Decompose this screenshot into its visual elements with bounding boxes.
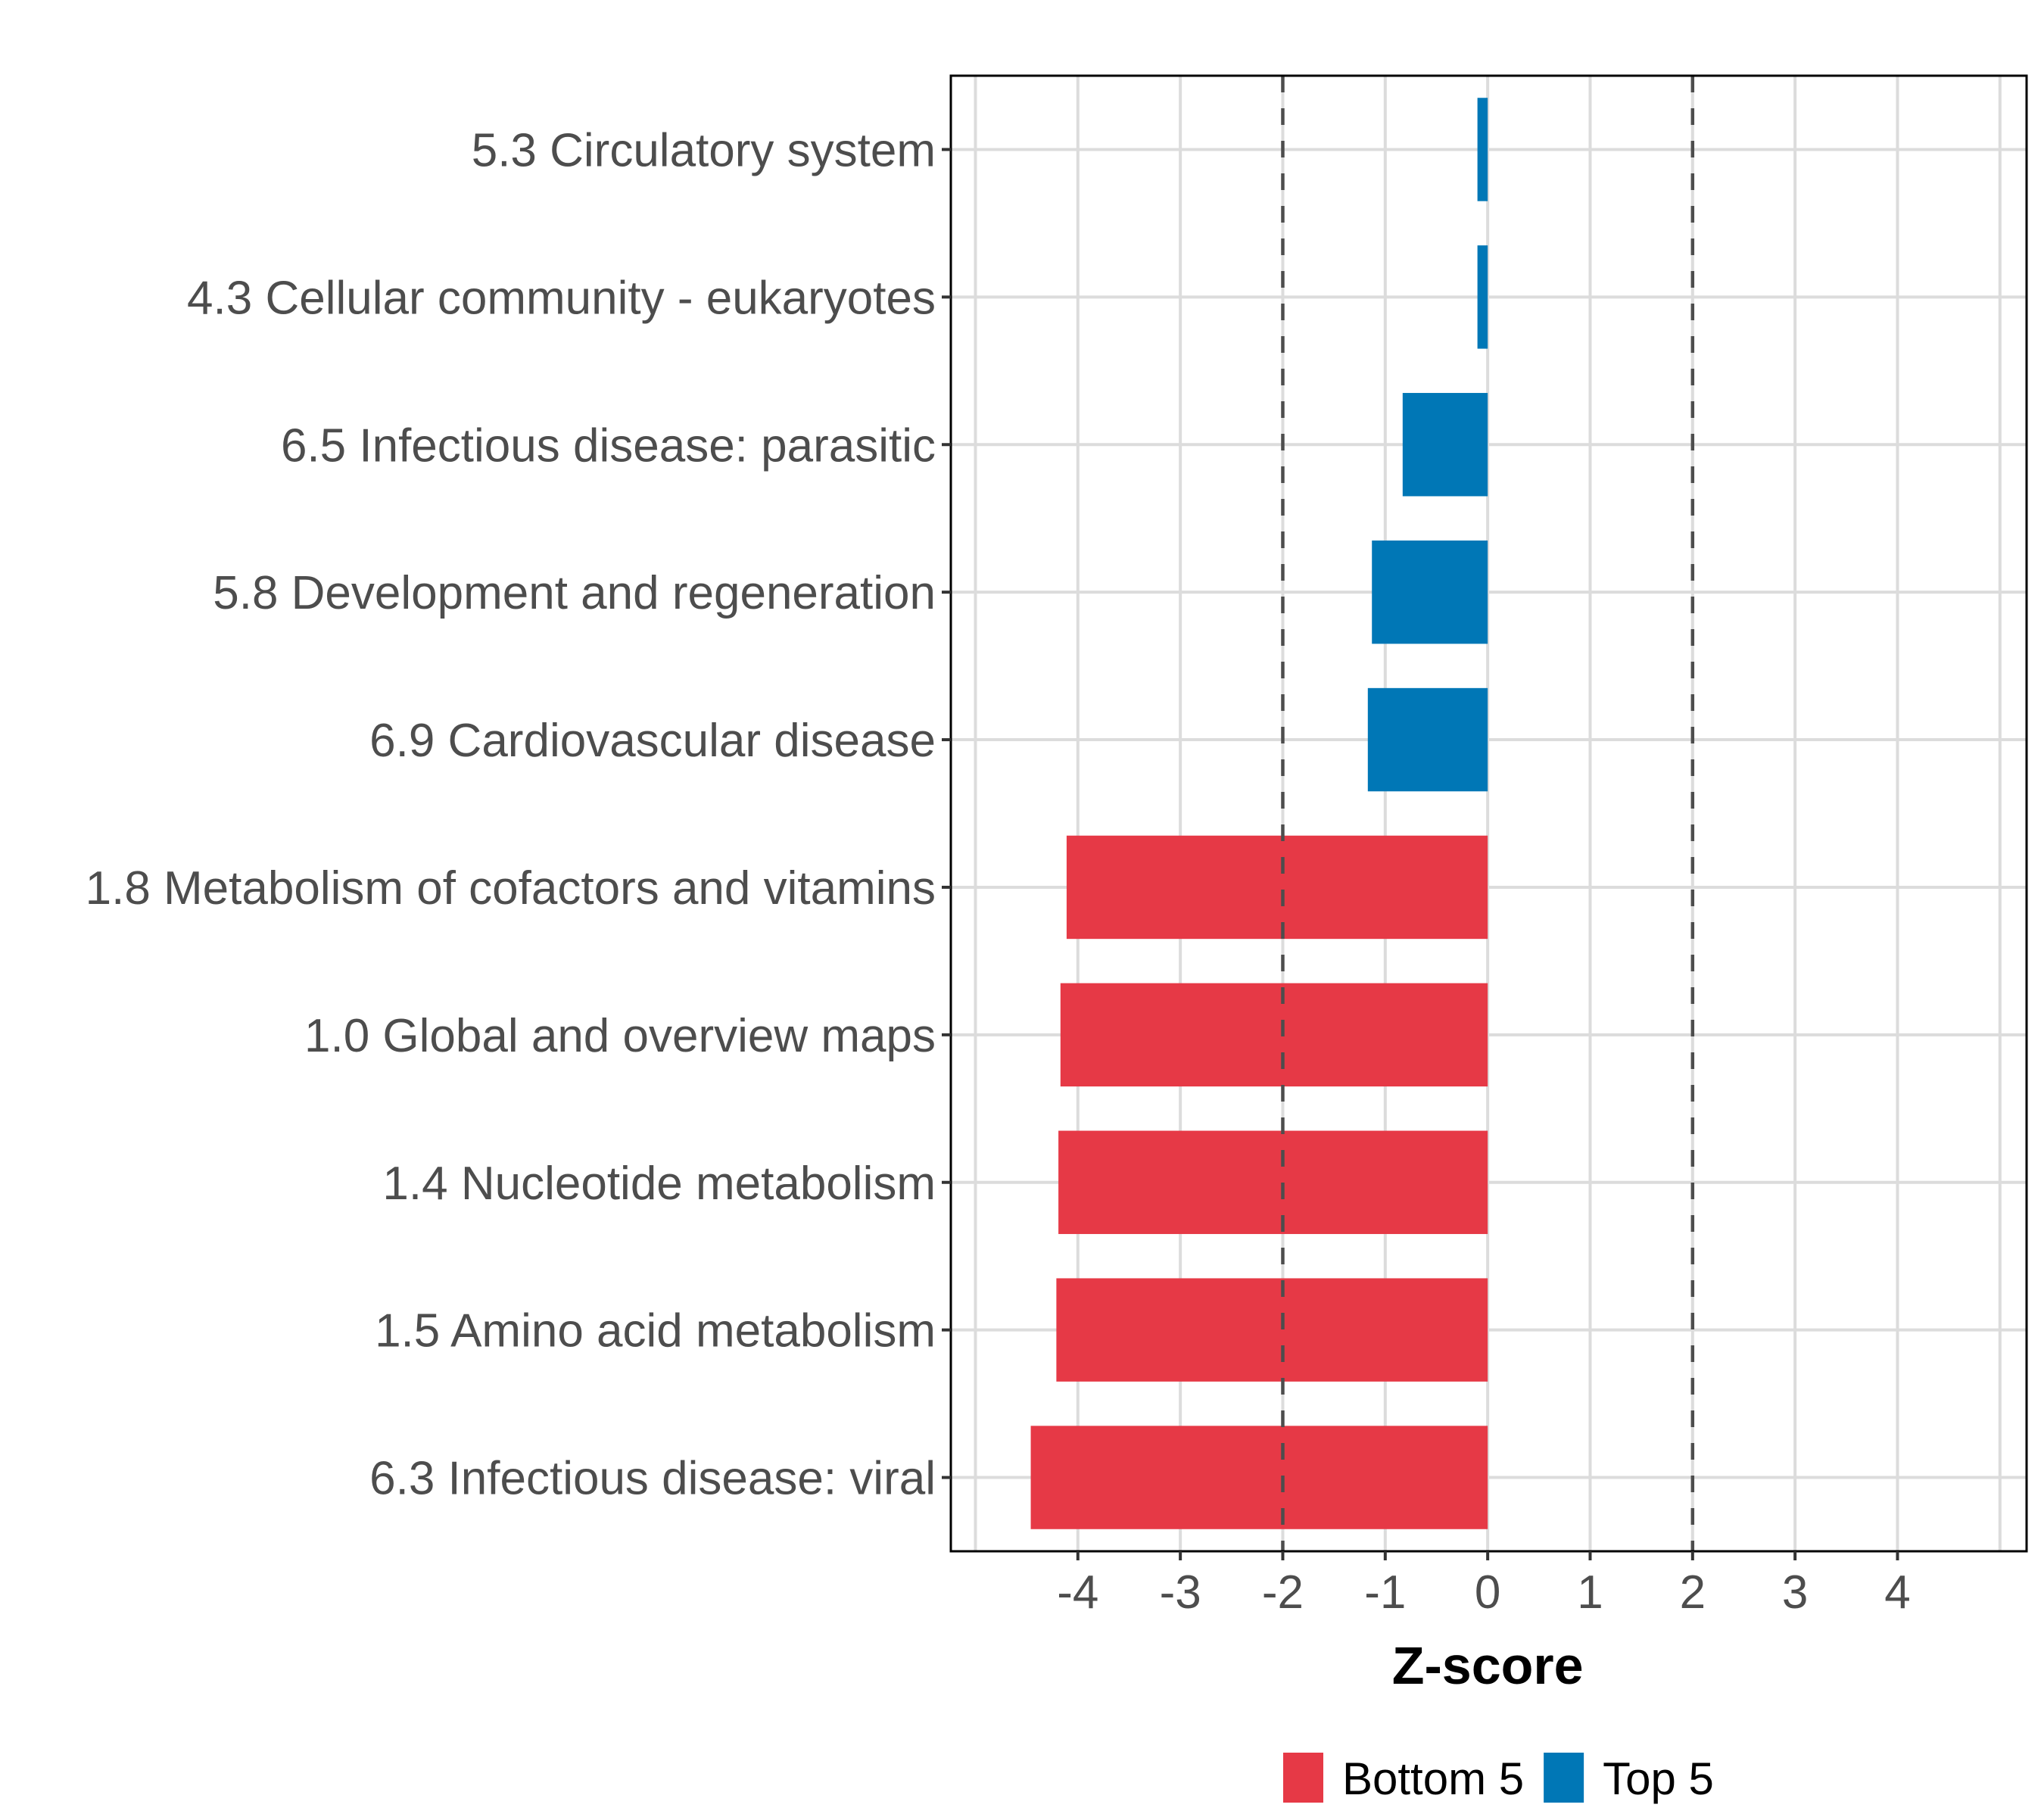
y-tick-label: 6.5 Infectious disease: parasitic — [281, 419, 936, 472]
bar — [1402, 393, 1488, 497]
y-tick-label: 6.9 Cardiovascular disease — [369, 715, 936, 767]
bar — [1372, 540, 1488, 644]
y-tick-label: 5.8 Development and regeneration — [213, 567, 936, 619]
legend-label: Bottom 5 — [1342, 1753, 1524, 1804]
legend-item: Bottom 5 — [1283, 1753, 1524, 1804]
y-tick-label: 6.3 Infectious disease: viral — [369, 1453, 936, 1505]
legend-swatch — [1283, 1753, 1323, 1803]
x-tick-label: -3 — [1160, 1566, 1201, 1619]
y-tick-label: 1.4 Nucleotide metabolism — [382, 1158, 936, 1210]
y-tick-label: 1.8 Metabolism of cofactors and vitamins — [86, 862, 936, 915]
y-tick-label: 1.0 Global and overview maps — [304, 1010, 936, 1062]
bar — [1058, 1130, 1488, 1234]
bar — [1066, 835, 1488, 940]
x-gridlines — [974, 76, 2002, 1551]
bar — [1060, 983, 1488, 1087]
x-tick-label: -4 — [1057, 1566, 1098, 1619]
x-tick-label: -1 — [1364, 1566, 1406, 1619]
x-tick-label: -2 — [1262, 1566, 1304, 1619]
x-axis-title: Z-score — [1392, 1636, 1584, 1695]
x-tick-label: 3 — [1782, 1566, 1808, 1619]
x-tick-label: 0 — [1475, 1566, 1500, 1619]
bar — [1056, 1278, 1488, 1382]
legend-item: Top 5 — [1544, 1753, 1714, 1804]
y-tick-label: 5.3 Circulatory system — [472, 124, 936, 176]
y-axis-ticks: 5.3 Circulatory system 4.3 Cellular commu… — [86, 124, 951, 1505]
bar — [1477, 245, 1488, 349]
bar — [1367, 687, 1488, 792]
bar — [1477, 98, 1488, 201]
x-tick-label: 2 — [1680, 1566, 1706, 1619]
legend-swatch — [1544, 1753, 1584, 1803]
x-axis-ticks: -4 -3 -2 -1 0 1 2 3 4 — [1057, 1551, 1911, 1619]
x-tick-label: 4 — [1884, 1566, 1910, 1619]
legend: Bottom 5 Top 5 — [1283, 1753, 1714, 1804]
bars — [1030, 98, 1488, 1529]
x-tick-label: 1 — [1577, 1566, 1603, 1619]
legend-label: Top 5 — [1603, 1753, 1714, 1804]
y-tick-label: 1.5 Amino acid metabolism — [375, 1305, 936, 1357]
bar — [1030, 1426, 1488, 1529]
y-tick-label: 4.3 Cellular community - eukaryotes — [187, 272, 936, 324]
